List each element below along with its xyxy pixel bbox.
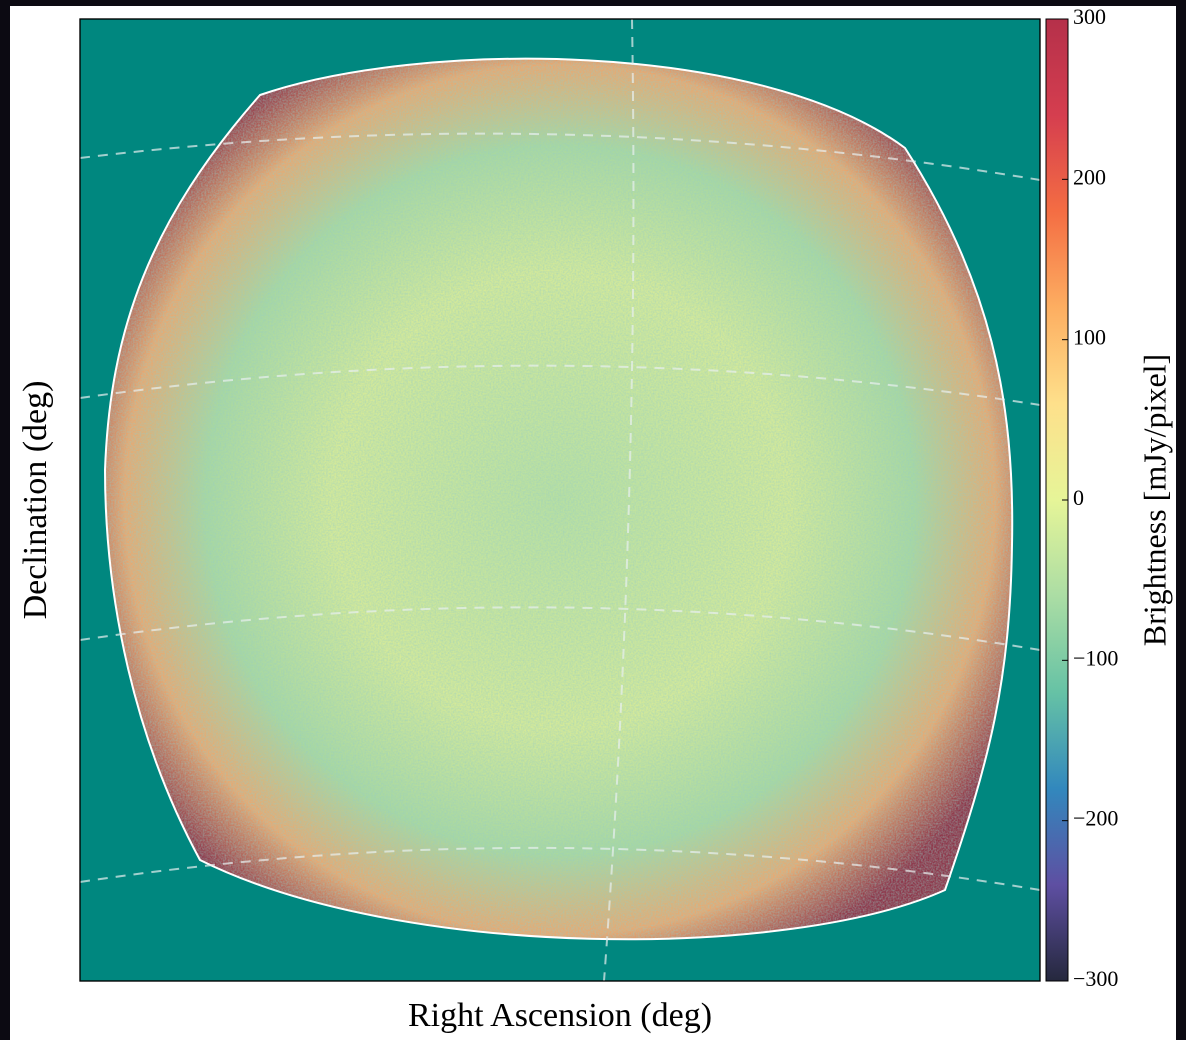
x-axis-label: Right Ascension (deg) xyxy=(408,997,712,1034)
sky-image xyxy=(100,40,1020,960)
page: Right Ascension (deg) Declination (deg) … xyxy=(0,0,1186,1040)
colorbar-tick-label: −300 xyxy=(1073,966,1118,991)
chart: Right Ascension (deg) Declination (deg) … xyxy=(0,0,1186,1040)
colorbar-tick-label: 300 xyxy=(1073,4,1106,29)
y-axis-label: Declination (deg) xyxy=(17,381,54,620)
colorbar-tick-label: −200 xyxy=(1073,806,1118,831)
colorbar-tick-label: 200 xyxy=(1073,164,1106,189)
colorbar-label: Brightness [mJy/pixel] xyxy=(1136,354,1172,646)
colorbar-tick-label: 100 xyxy=(1073,325,1106,350)
colorbar-tick-label: 0 xyxy=(1073,485,1084,510)
colorbar-tick-label: −100 xyxy=(1073,645,1118,670)
